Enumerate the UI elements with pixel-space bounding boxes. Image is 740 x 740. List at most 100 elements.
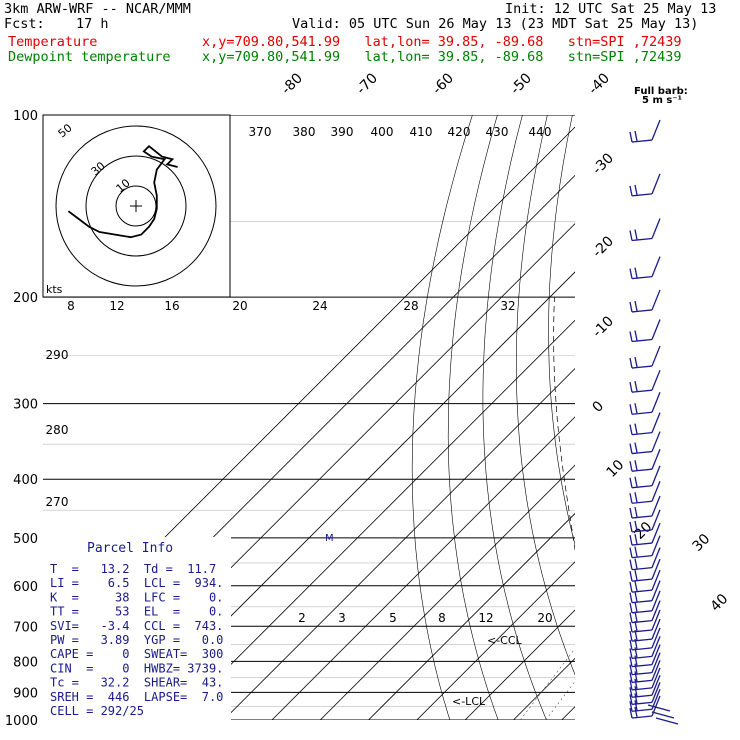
- wind-barb: [629, 521, 633, 533]
- wind-barb: [651, 256, 661, 277]
- wind-barb: [651, 667, 661, 689]
- wind-barb: [631, 309, 653, 313]
- wind-barb: [651, 535, 661, 556]
- wind-barb: [634, 601, 638, 612]
- theta-label: 270: [46, 495, 69, 509]
- lcl-marker: <-LCL: [452, 695, 486, 708]
- wind-barb: [651, 345, 661, 367]
- wind-barb: [651, 636, 661, 657]
- isotherm-label: -40: [586, 70, 613, 97]
- dewpoint-location: x,y=709.80,541.99 lat,lon= 39.85, -89.68…: [202, 49, 682, 65]
- wind-barb: [631, 237, 653, 242]
- wind-barb: [629, 679, 633, 691]
- mixing-ratio-label: 5: [389, 611, 397, 625]
- dry-adiabat: [515, 115, 575, 676]
- pressure-tick-label: 200: [13, 291, 38, 306]
- pressure-tick-label: 1000: [5, 714, 38, 729]
- wind-barb: [651, 652, 661, 673]
- wind-barbs: [629, 119, 679, 725]
- wind-barb: [634, 647, 638, 658]
- dry-adiabat: [721, 115, 740, 720]
- isotherm: [319, 464, 575, 720]
- parcel-info-row: SVI= -3.4 CCL = 743.: [50, 619, 223, 633]
- wind-barb: [634, 591, 638, 602]
- wind-barb: [651, 609, 661, 631]
- wind-barb: [634, 638, 638, 650]
- wind-barb: [634, 381, 638, 392]
- hodograph-trace: [67, 144, 178, 239]
- parcel-info-row: PW = 3.89 YGP = 0.0: [50, 633, 223, 647]
- theta-label: 400: [371, 125, 394, 139]
- isotherm-label: 40: [708, 591, 732, 615]
- moist-adiabat: [553, 297, 575, 552]
- wind-barb: [651, 119, 661, 141]
- wind-barb: [651, 674, 661, 696]
- wind-barb: [631, 515, 653, 519]
- isotherm-label: -20: [590, 233, 617, 260]
- isotherm-label: 30: [690, 531, 714, 555]
- wind-barb: [634, 629, 638, 641]
- hodograph-ring: [55, 125, 217, 287]
- wind-barb: [651, 412, 661, 433]
- pressure-tick-label: 100: [13, 109, 38, 124]
- pressure-tick-label: 900: [13, 686, 38, 701]
- wind-barb: [629, 571, 633, 582]
- wind-barb: [629, 687, 633, 698]
- temperature-location: x,y=709.80,541.99 lat,lon= 39.85, -89.68…: [202, 34, 682, 50]
- model-title: 3km ARW-WRF -- NCAR/MMM: [4, 1, 191, 17]
- dewpoint-legend: Dewpoint temperature: [8, 49, 171, 65]
- wind-barb: [651, 448, 661, 470]
- isotherm: [464, 609, 575, 720]
- mixing-ratio-label: 8: [438, 611, 446, 625]
- dry-adiabat: [548, 115, 575, 546]
- wind-barb: [629, 301, 633, 313]
- theta-label: 390: [331, 125, 354, 139]
- isotherm: [707, 115, 740, 720]
- wind-barb: [629, 630, 633, 642]
- isotherm: [416, 561, 575, 720]
- wind-barb: [651, 711, 675, 719]
- parcel-info-row: CELL = 292/25: [50, 704, 144, 718]
- valid-time: Valid: 05 UTC Sun 26 May 13 (23 MDT Sat …: [292, 16, 699, 32]
- wind-barb: [651, 682, 661, 703]
- wind-barb: [651, 547, 661, 568]
- isotherm-label: -80: [279, 70, 306, 97]
- wind-barb: [651, 590, 661, 612]
- wind-barb: [634, 671, 638, 682]
- theta-label: 440: [529, 125, 552, 139]
- forecast-hour: 17 h: [76, 16, 109, 32]
- wind-barb: [631, 485, 653, 489]
- wind-barb: [631, 500, 653, 504]
- wind-barb: [629, 707, 633, 719]
- full-barb-label: Full barb:: [634, 86, 688, 97]
- wind-barb: [629, 664, 633, 675]
- dry-adiabat: [695, 115, 740, 720]
- wind-barb: [634, 130, 638, 142]
- wind-barb: [651, 569, 661, 591]
- wind-barb: [634, 403, 638, 414]
- isotherm: [658, 115, 740, 720]
- isotherm-label: -70: [354, 70, 381, 97]
- parcel-info-row: CIN = 0 HWBZ= 3739.: [50, 661, 223, 675]
- wind-barb: [634, 546, 638, 557]
- wetbulb-label: 16: [164, 299, 179, 313]
- wind-barb: [634, 580, 638, 592]
- moist-adiabat: [697, 297, 740, 720]
- isotherm-label: 10: [604, 457, 628, 481]
- wind-barb: [634, 570, 638, 581]
- wind-barb: [651, 618, 661, 640]
- wind-barb: [634, 678, 638, 690]
- mixing-ratio-label: 3: [338, 611, 346, 625]
- wetbulb-label: 20: [232, 299, 247, 313]
- wind-barb: [629, 648, 633, 659]
- wind-barb: [629, 581, 633, 593]
- parcel-info-row: T = 13.2 Td = 11.7: [50, 562, 216, 576]
- wetbulb-label: 32: [500, 299, 515, 313]
- wind-barb: [631, 139, 653, 143]
- temperature-profile: [631, 115, 740, 720]
- wind-barb: [634, 492, 638, 503]
- wind-barb: [634, 533, 638, 545]
- wind-barb: [651, 319, 661, 340]
- isotherm: [513, 657, 575, 720]
- wind-barb: [629, 268, 633, 279]
